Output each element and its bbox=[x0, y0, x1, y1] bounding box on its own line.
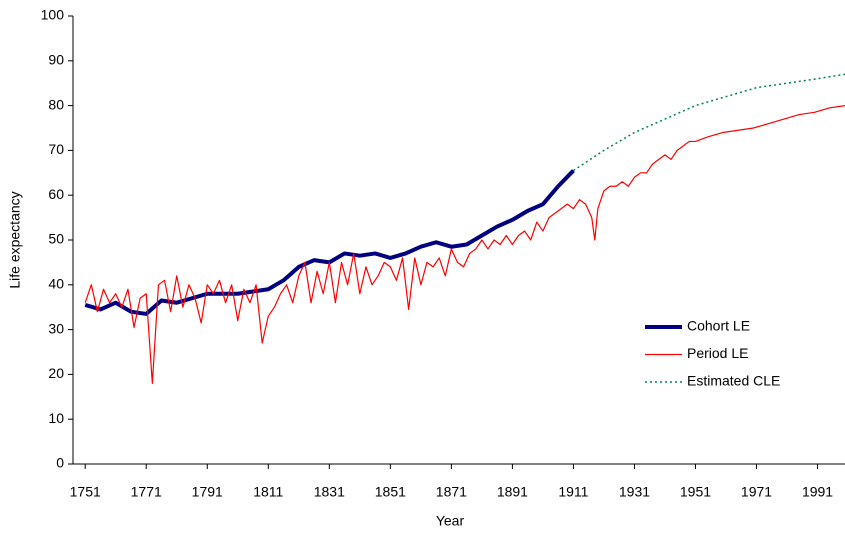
y-tick-label: 0 bbox=[56, 455, 64, 471]
legend-label: Estimated CLE bbox=[687, 373, 780, 389]
x-tick-label: 1931 bbox=[619, 484, 650, 500]
x-tick-label: 1871 bbox=[436, 484, 467, 500]
x-tick-label: 1991 bbox=[802, 484, 833, 500]
x-tick-label: 1831 bbox=[314, 484, 345, 500]
x-tick-label: 1811 bbox=[253, 484, 283, 500]
x-axis-label: Year bbox=[436, 513, 465, 529]
y-tick-label: 70 bbox=[48, 141, 64, 157]
x-tick-label: 1911 bbox=[558, 484, 588, 500]
y-tick-label: 90 bbox=[48, 52, 64, 68]
legend-label: Cohort LE bbox=[687, 318, 750, 334]
y-tick-label: 10 bbox=[48, 410, 64, 426]
y-tick-label: 40 bbox=[48, 276, 64, 292]
legend-label: Period LE bbox=[687, 345, 748, 361]
x-tick-label: 1951 bbox=[680, 484, 711, 500]
x-tick-label: 1791 bbox=[192, 484, 223, 500]
x-tick-label: 1771 bbox=[131, 484, 162, 500]
y-tick-label: 80 bbox=[48, 96, 64, 112]
x-tick-label: 1751 bbox=[70, 484, 101, 500]
x-tick-label: 1971 bbox=[741, 484, 772, 500]
series-line bbox=[573, 73, 845, 172]
x-tick-label: 1851 bbox=[375, 484, 406, 500]
y-axis-label: Life expectancy bbox=[7, 191, 23, 288]
y-tick-label: 100 bbox=[41, 7, 65, 23]
x-tick-label: 1891 bbox=[497, 484, 528, 500]
series-line bbox=[84, 105, 845, 384]
y-tick-label: 50 bbox=[48, 231, 64, 247]
y-tick-label: 20 bbox=[48, 365, 64, 381]
y-tick-label: 30 bbox=[48, 320, 64, 336]
y-tick-label: 60 bbox=[48, 186, 64, 202]
